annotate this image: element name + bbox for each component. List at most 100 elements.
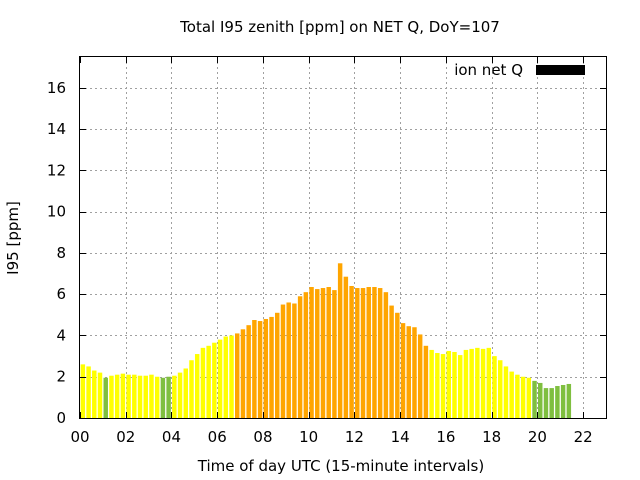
bar (355, 288, 360, 418)
legend-label: ion net Q (454, 61, 523, 79)
bars (80, 263, 572, 418)
bar (280, 304, 286, 418)
bar (360, 288, 366, 418)
bar (492, 356, 497, 418)
bar (257, 321, 263, 418)
bar (486, 347, 492, 418)
legend-swatch (536, 65, 585, 75)
bar (86, 366, 91, 418)
bar (172, 375, 177, 418)
bar (417, 334, 423, 418)
bar (412, 327, 417, 418)
bar (366, 287, 371, 418)
bar (263, 318, 269, 418)
bar (320, 288, 326, 418)
bar (126, 374, 131, 418)
bar (194, 354, 200, 418)
y-tick-label: 2 (56, 368, 66, 386)
bar (166, 376, 171, 418)
x-tick-label: 16 (436, 428, 455, 446)
x-tick-label: 22 (574, 428, 593, 446)
bar (246, 325, 251, 418)
bar (395, 312, 400, 418)
bar (275, 312, 280, 418)
bar (223, 336, 229, 418)
bar (217, 339, 223, 418)
x-tick-label: 12 (345, 428, 364, 446)
bar (429, 349, 434, 418)
bar (566, 383, 572, 418)
bar (315, 289, 320, 418)
bar (200, 347, 206, 418)
x-tick-label: 04 (162, 428, 181, 446)
bar (503, 366, 509, 418)
bar (332, 290, 337, 418)
bar (252, 320, 257, 418)
bar (80, 364, 86, 418)
bar (269, 316, 274, 418)
bar (555, 386, 560, 418)
bar (149, 374, 154, 418)
bar (309, 287, 314, 418)
bar (526, 377, 532, 418)
y-tick-label: 8 (56, 244, 66, 262)
bar (406, 326, 411, 418)
bar (297, 296, 303, 418)
bar (137, 375, 143, 418)
bar (120, 373, 126, 418)
chart-title: Total I95 zenith [ppm] on NET Q, DoY=107 (179, 18, 500, 36)
y-tick-label: 4 (56, 326, 66, 344)
y-tick-label: 16 (47, 79, 66, 97)
y-tick-label: 14 (47, 120, 66, 138)
bar (440, 354, 446, 418)
x-tick-label: 00 (70, 428, 89, 446)
bar (177, 372, 183, 418)
bar (543, 388, 549, 418)
bar (132, 374, 137, 418)
bar (97, 372, 103, 418)
bar (292, 303, 297, 418)
bar (212, 342, 217, 418)
x-tick-label: 10 (299, 428, 318, 446)
bar (103, 377, 108, 418)
bar (343, 276, 349, 418)
bar (235, 333, 240, 418)
bar (400, 323, 406, 418)
bar (372, 287, 377, 418)
bar (480, 348, 486, 418)
bar (457, 355, 463, 418)
bar (538, 382, 543, 418)
bar (377, 288, 383, 418)
bar (326, 287, 331, 418)
bar (92, 370, 97, 418)
bar (520, 376, 526, 418)
grid-lines (80, 57, 606, 418)
y-tick-label: 0 (56, 409, 66, 427)
bar (469, 348, 474, 418)
bar (206, 345, 211, 418)
plot-frame (79, 56, 607, 419)
bar (189, 360, 194, 418)
x-tick-label: 06 (208, 428, 227, 446)
x-tick-label: 20 (528, 428, 547, 446)
bar (475, 347, 480, 418)
bar (549, 388, 554, 418)
bar (515, 374, 520, 418)
legend: ion net Q (454, 61, 585, 79)
bar (160, 377, 166, 418)
bar (463, 349, 469, 418)
bar (143, 375, 148, 418)
y-tick-label: 6 (56, 285, 66, 303)
bar (114, 374, 120, 418)
bar (337, 263, 343, 418)
x-tick-label: 08 (253, 428, 272, 446)
bar (229, 335, 234, 418)
bar (154, 376, 160, 418)
y-axis-label: I95 [ppm] (4, 201, 22, 275)
bar (109, 375, 114, 418)
bar (383, 292, 389, 418)
bar (349, 285, 354, 418)
bar (452, 351, 457, 418)
bar (560, 384, 566, 418)
